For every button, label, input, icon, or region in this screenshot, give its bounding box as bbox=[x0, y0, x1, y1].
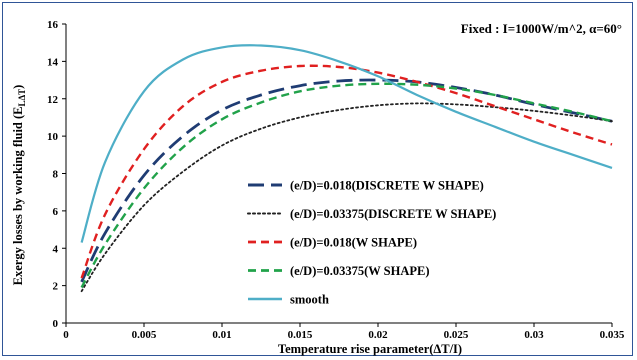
series-line-3 bbox=[80, 64, 613, 279]
legend-label-2: (e/D)=0.03375(DISCRETE W SHAPE) bbox=[290, 207, 496, 221]
y-tick-label: 16 bbox=[47, 19, 59, 31]
x-tick-label: 0.02 bbox=[368, 329, 388, 341]
y-tick-label: 6 bbox=[53, 206, 59, 218]
y-axis-title-sub: LΔT bbox=[17, 89, 27, 107]
legend-label-3: (e/D)=0.018(W SHAPE) bbox=[290, 236, 417, 250]
legend-label-5: smooth bbox=[290, 293, 329, 307]
y-tick-label: 0 bbox=[53, 318, 59, 330]
x-tick-label: 0.035 bbox=[600, 329, 625, 341]
x-tick-label: 0.015 bbox=[288, 329, 313, 341]
x-tick-label: 0.03 bbox=[524, 329, 544, 341]
series-line-1 bbox=[80, 78, 613, 283]
legend-label-4: (e/D)=0.03375(W SHAPE) bbox=[290, 264, 430, 278]
chart-frame bbox=[2, 2, 633, 356]
legend-label-1: (e/D)=0.018(DISCRETE W SHAPE) bbox=[290, 179, 484, 193]
y-tick-label: 10 bbox=[47, 131, 59, 143]
x-tick-label: 0.005 bbox=[132, 329, 157, 341]
y-tick-label: 2 bbox=[53, 281, 59, 293]
series-line-5 bbox=[80, 44, 613, 243]
x-axis-ticks: 0 0.005 0.01 0.015 0.02 0.025 0.03 0.035 bbox=[63, 323, 625, 341]
x-tick-label: 0.01 bbox=[212, 329, 231, 341]
y-axis-title: Exergy losses by working fluid (ELΔT) bbox=[11, 85, 27, 286]
x-tick-label: 0 bbox=[63, 329, 69, 341]
series-line-2 bbox=[80, 102, 613, 293]
x-axis-title: Temperature rise parameter(ΔT/I) bbox=[278, 342, 462, 356]
y-tick-label: 4 bbox=[53, 243, 59, 255]
y-tick-label: 14 bbox=[47, 56, 59, 68]
legend: (e/D)=0.018(DISCRETE W SHAPE) (e/D)=0.033… bbox=[246, 179, 496, 307]
y-tick-label: 8 bbox=[53, 169, 59, 181]
series-layer bbox=[80, 44, 613, 293]
y-axis-title-main: Exergy losses by working fluid (E bbox=[11, 106, 25, 285]
y-tick-label: 12 bbox=[47, 94, 59, 106]
series-line-4 bbox=[80, 82, 613, 289]
y-axis-ticks: 0 2 4 6 8 10 12 14 16 bbox=[47, 19, 66, 330]
annotation: Fixed : I=1000W/m^2, α=60° bbox=[461, 21, 622, 36]
y-axis-title-end: ) bbox=[11, 85, 25, 89]
x-tick-label: 0.025 bbox=[444, 329, 469, 341]
